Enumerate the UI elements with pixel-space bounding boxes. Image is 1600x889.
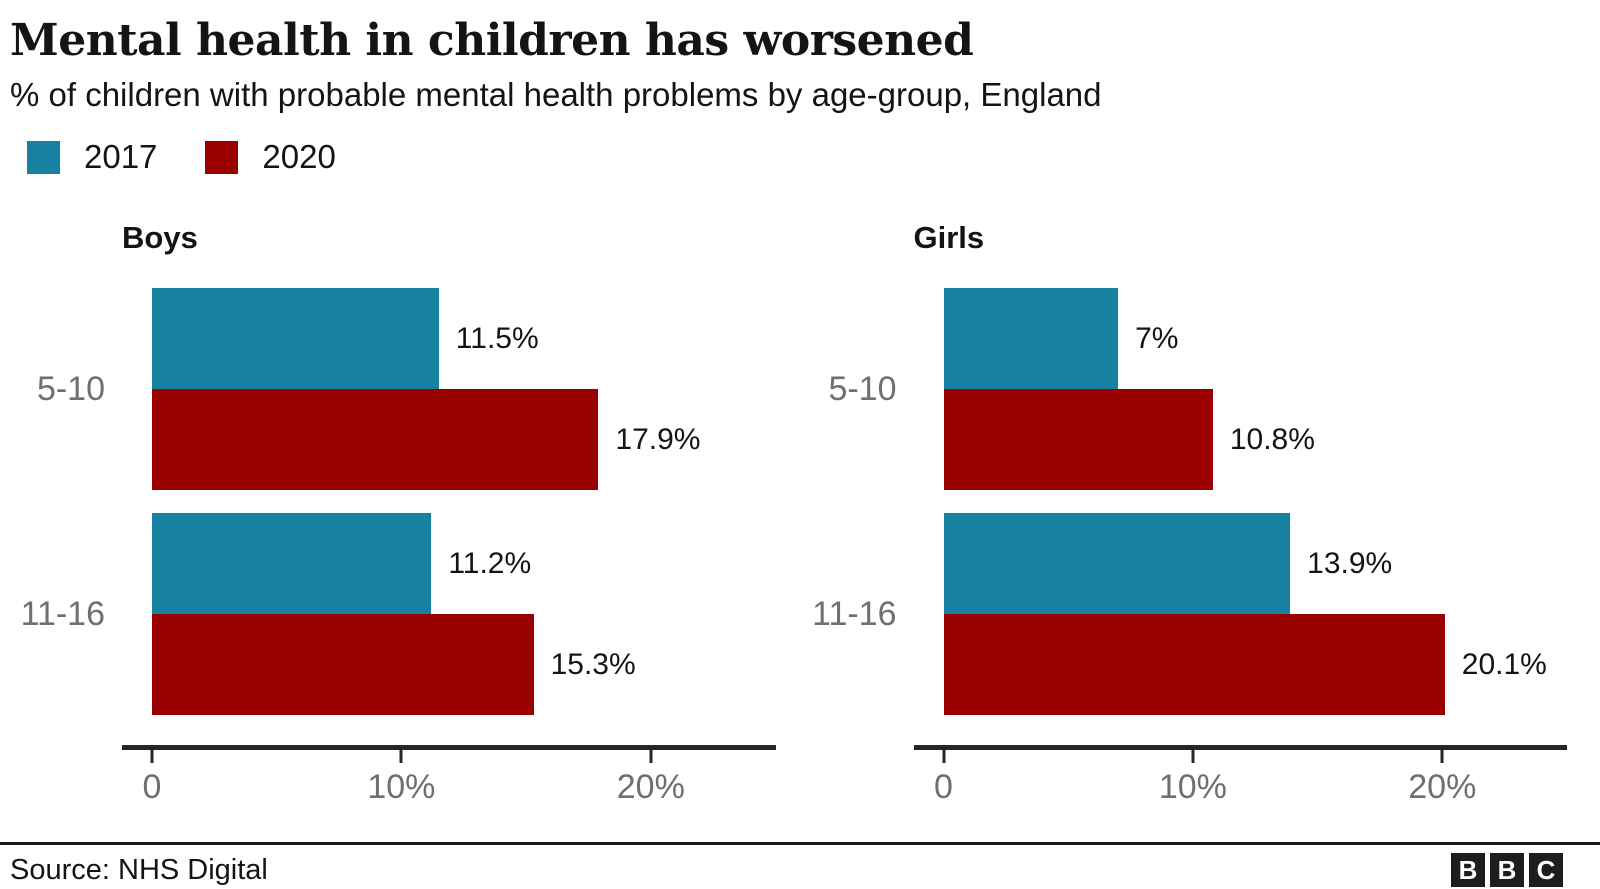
bars: 13.9% 20.1% <box>943 513 1568 715</box>
legend-item-2017: 2017 <box>27 138 157 176</box>
tick-label-20%: 20% <box>616 768 685 806</box>
chart-panels: Boys 5-10 11.5% 17.9% 11-16 11.2% 15.3% 0 10% 20%… <box>0 220 1600 810</box>
page-title: Mental health in children has worsened <box>10 15 974 66</box>
tick-label-20%: 20% <box>1408 768 1477 806</box>
category-label: 11-16 <box>812 594 897 633</box>
x-axis: 0 10% 20% <box>913 745 1568 810</box>
tick-mark-10% <box>399 750 403 763</box>
legend-swatch-2020 <box>205 140 239 174</box>
panel-title-boys: Boys <box>122 220 198 255</box>
bar-group-5-10: 5-10 11.5% 17.9% <box>0 288 776 490</box>
bar-2017-5-10: 7% <box>943 288 1178 389</box>
category-label: 11-16 <box>20 594 105 633</box>
bar-2020-5-10: 17.9% <box>152 389 701 490</box>
legend-swatch-2017 <box>27 140 60 174</box>
legend-item-2020: 2020 <box>205 138 336 176</box>
bar-value-label: 11.5% <box>455 321 539 355</box>
bar-group-11-16: 11-16 11.2% 15.3% <box>0 513 776 715</box>
legend-label: 2017 <box>84 138 158 175</box>
x-axis-ticks <box>150 750 776 763</box>
legend-label: 2020 <box>262 138 336 175</box>
bar-2020-11-16: 15.3% <box>152 614 636 715</box>
bars: 11.2% 15.3% <box>152 513 776 715</box>
bbc-logo-letter-2: B <box>1490 853 1524 887</box>
legend: 2017 2020 <box>27 138 1584 176</box>
tick-mark-0 <box>150 750 154 763</box>
bar-value-label: 20.1% <box>1461 647 1547 681</box>
plot-area: 5-10 7% 10.8% 11-16 13.9% 20.1% 0 10% 20% <box>792 288 1568 810</box>
bar-value-label: 17.9% <box>615 422 701 456</box>
source-note: Source: NHS Digital <box>10 854 268 886</box>
x-axis-line <box>122 745 776 750</box>
tick-mark-20% <box>649 750 653 763</box>
bars: 11.5% 17.9% <box>152 288 776 490</box>
tick-label-0: 0 <box>934 768 953 806</box>
bar-2020-11-16: 20.1% <box>943 614 1547 715</box>
tick-mark-20% <box>1440 750 1444 763</box>
plot-area: 5-10 11.5% 17.9% 11-16 11.2% 15.3% 0 10% 20% <box>0 288 776 810</box>
bar-value-label: 7% <box>1135 321 1179 355</box>
panel-title-girls: Girls <box>913 220 985 255</box>
x-axis-tick-labels: 0 10% 20% <box>143 768 776 810</box>
category-label: 5-10 <box>36 369 105 408</box>
bbc-logo-letter-1: B <box>1451 853 1485 887</box>
bar-2020-5-10: 10.8% <box>943 389 1315 490</box>
bar-2017-11-16: 13.9% <box>943 513 1392 614</box>
page-subtitle: % of children with probable mental healt… <box>10 76 1102 113</box>
x-axis-line <box>913 745 1567 750</box>
bar-value-label: 11.2% <box>448 546 532 580</box>
tick-mark-0 <box>942 750 945 763</box>
chart-header: Mental health in children has worsened %… <box>0 0 1600 176</box>
bar-value-label: 10.8% <box>1229 422 1315 456</box>
x-axis-ticks <box>942 750 1568 763</box>
tick-label-0: 0 <box>142 768 162 806</box>
bar-group-11-16: 11-16 13.9% 20.1% <box>792 513 1568 715</box>
bar-value-label: 13.9% <box>1307 546 1393 580</box>
bar-group-5-10: 5-10 7% 10.8% <box>792 288 1568 490</box>
tick-label-10%: 10% <box>367 768 436 806</box>
category-label: 5-10 <box>828 369 897 408</box>
tick-label-10%: 10% <box>1158 768 1227 806</box>
bbc-logo-letter-3: C <box>1529 853 1563 887</box>
bars: 7% 10.8% <box>943 288 1568 490</box>
bar-2017-11-16: 11.2% <box>152 513 531 614</box>
tick-mark-10% <box>1191 750 1195 763</box>
bar-value-label: 15.3% <box>550 647 636 681</box>
x-axis-tick-labels: 0 10% 20% <box>934 768 1568 810</box>
panel-boys: Boys 5-10 11.5% 17.9% 11-16 11.2% 15.3% 0 10% 20% <box>0 220 776 810</box>
bar-2017-5-10: 11.5% <box>152 288 539 389</box>
panel-girls: Girls 5-10 7% 10.8% 11-16 13.9% 20.1% 0 10% 20% <box>792 220 1568 810</box>
x-axis: 0 10% 20% <box>122 745 776 810</box>
